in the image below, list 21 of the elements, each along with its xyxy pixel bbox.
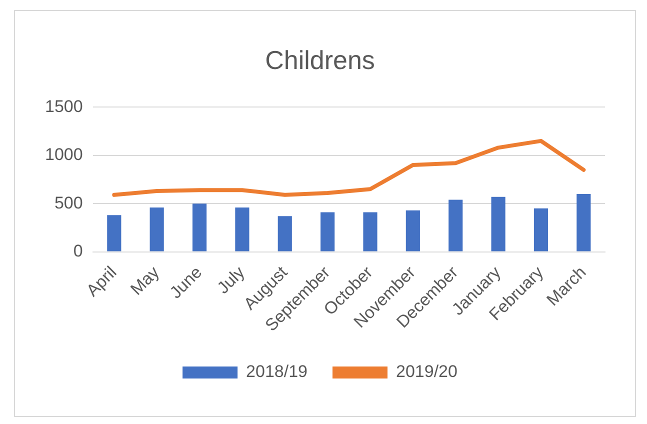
bar [363, 212, 378, 252]
legend-label: 2019/20 [396, 362, 458, 382]
chart-title: Childrens [265, 44, 375, 75]
bar [192, 204, 207, 252]
bar [448, 200, 463, 252]
bar [576, 194, 591, 252]
y-tick-label: 0 [73, 241, 83, 260]
x-tick-label: May [126, 262, 164, 299]
y-tick-label: 1500 [44, 96, 83, 116]
bar [406, 210, 420, 252]
y-tick-label: 500 [54, 193, 83, 212]
bar [491, 196, 506, 252]
x-tick-label: July [214, 262, 249, 298]
bar [320, 212, 335, 252]
bar [278, 216, 292, 252]
bar [534, 208, 548, 252]
bar [235, 207, 250, 252]
bar [150, 207, 164, 252]
y-tick-label: 1000 [44, 145, 83, 164]
legend-label: 2018/19 [246, 362, 308, 382]
bar [107, 215, 122, 252]
